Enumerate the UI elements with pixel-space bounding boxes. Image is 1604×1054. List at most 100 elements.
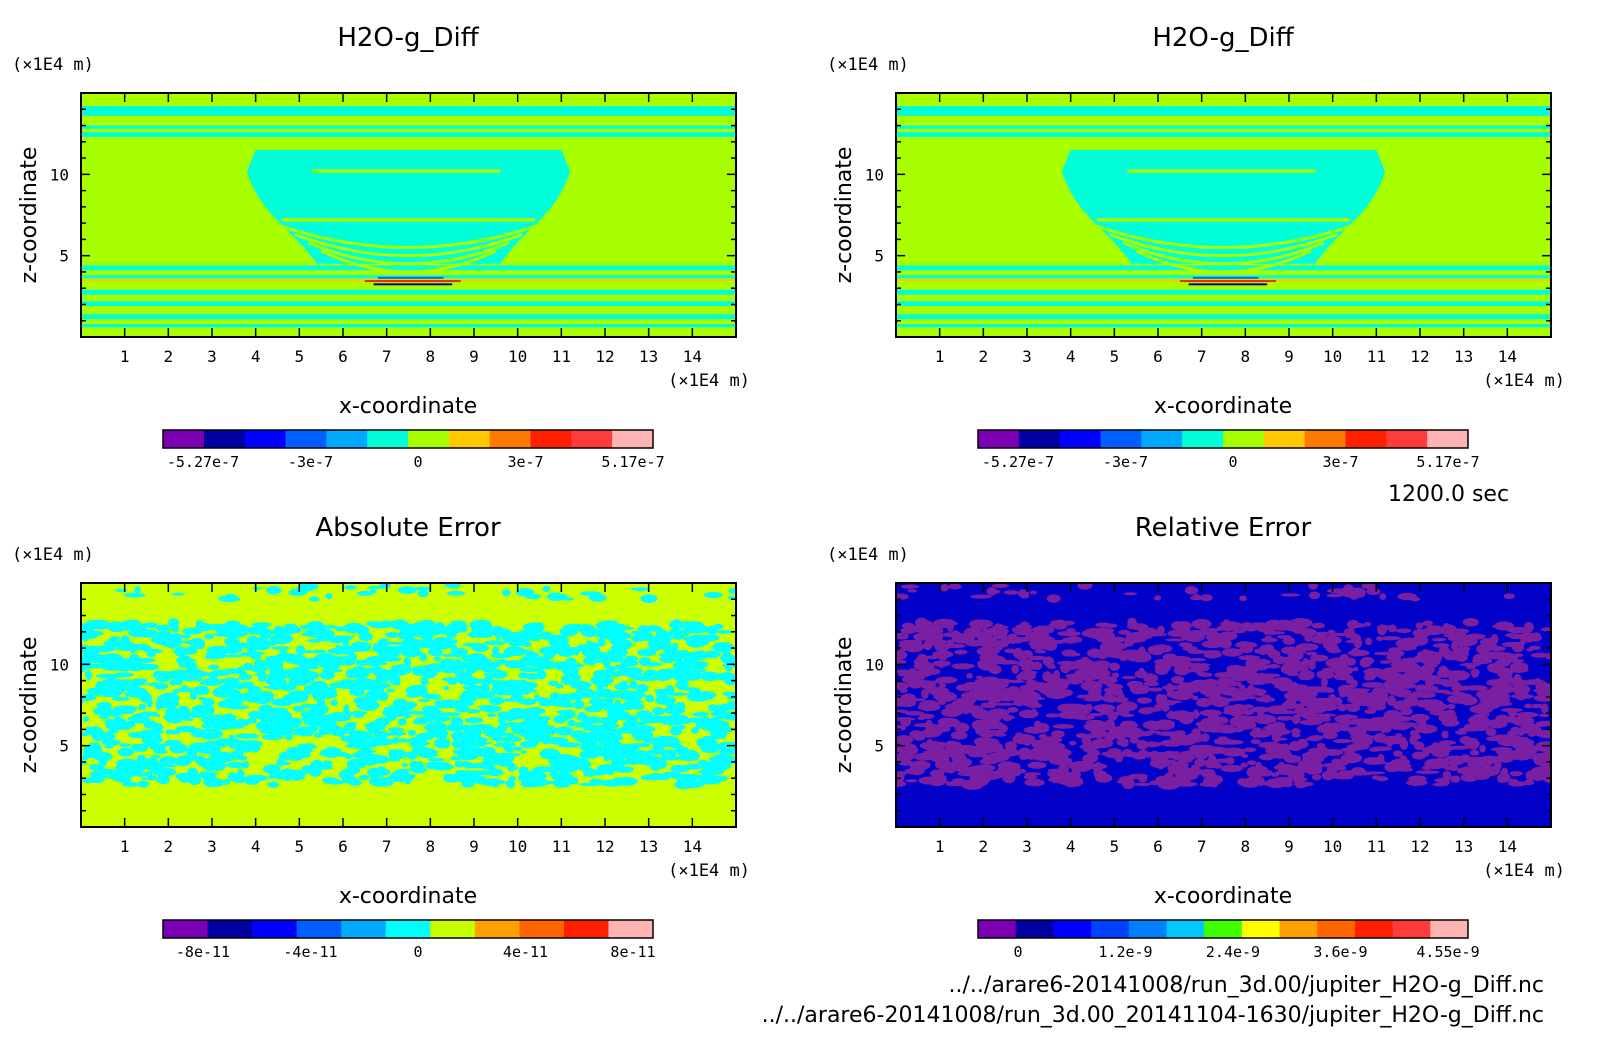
noise-blotch — [1037, 750, 1045, 761]
wave-band — [896, 265, 1551, 271]
noise-blotch — [1011, 664, 1020, 674]
noise-blotch — [1093, 766, 1103, 778]
x-tick-label: 8 — [426, 347, 436, 366]
noise-blotch — [468, 748, 475, 753]
noise-blotch — [1458, 657, 1466, 662]
colorbar-frame — [162, 919, 654, 939]
noise-blotch — [491, 781, 499, 788]
noise-blotch — [1523, 622, 1534, 633]
noise-blotch — [1034, 649, 1047, 654]
colorbar-swatch — [285, 430, 327, 448]
colorbar-swatch — [207, 920, 253, 938]
noise-blotch — [1265, 744, 1285, 755]
noise-blotch — [642, 738, 666, 744]
noise-blotch — [134, 586, 141, 594]
noise-blotch — [345, 668, 357, 679]
noise-blotch — [524, 593, 542, 600]
noise-blotch — [966, 672, 973, 679]
noise-blotch — [186, 671, 211, 678]
noise-blotch — [1143, 681, 1159, 687]
noise-blotch — [468, 653, 486, 660]
noise-blotch — [1165, 683, 1174, 694]
noise-blotch — [692, 693, 705, 702]
noise-blotch — [226, 762, 247, 769]
noise-blotch — [251, 665, 268, 673]
noise-blotch — [1343, 584, 1354, 593]
noise-blotch — [905, 779, 918, 783]
noise-blotch — [1513, 674, 1522, 685]
noise-blotch — [1443, 670, 1468, 676]
noise-blotch — [105, 685, 127, 694]
noise-blotch — [197, 759, 213, 768]
noise-blotch — [552, 777, 572, 788]
noise-blotch — [480, 682, 490, 692]
noise-blotch — [400, 649, 422, 658]
noise-blotch — [342, 635, 350, 646]
noise-blotch — [507, 687, 523, 696]
noise-blotch — [904, 639, 923, 645]
colorbar-swatch — [448, 430, 491, 448]
noise-blotch — [1100, 711, 1114, 715]
noise-blotch — [1108, 695, 1116, 703]
noise-blotch — [318, 726, 331, 735]
noise-blotch — [590, 695, 601, 705]
noise-blotch — [1493, 760, 1502, 771]
noise-blotch — [896, 780, 907, 787]
colorbar-swatch — [244, 430, 286, 448]
x-tick-label: 1 — [935, 347, 945, 366]
noise-blotch — [418, 698, 430, 703]
noise-blotch — [1352, 689, 1370, 699]
noise-blotch — [403, 644, 421, 652]
noise-blotch — [84, 726, 93, 734]
noise-blotch — [1042, 671, 1052, 682]
noise-blotch — [286, 769, 306, 781]
noise-blotch — [288, 588, 307, 596]
noise-blotch — [899, 702, 915, 708]
noise-blotch — [235, 733, 260, 739]
noise-blotch — [188, 645, 205, 650]
colorbar-swatch — [530, 430, 572, 448]
noise-blotch — [613, 777, 628, 782]
colorbar-swatch — [1386, 430, 1428, 448]
noise-blotch — [1080, 680, 1103, 691]
noise-blotch — [141, 622, 158, 629]
noise-blotch — [1372, 687, 1386, 692]
noise-blotch — [154, 672, 172, 682]
noise-blotch — [1409, 713, 1430, 722]
noise-blotch — [1165, 638, 1186, 642]
noise-blotch — [1177, 774, 1186, 785]
noise-blotch — [252, 586, 262, 590]
noise-blotch — [1332, 738, 1353, 744]
colorbar-swatch — [1018, 430, 1061, 448]
noise-blotch — [1173, 664, 1190, 676]
x-tick-label: 12 — [1410, 347, 1429, 366]
noise-blotch — [1243, 747, 1257, 753]
colorbar-swatch — [1241, 920, 1281, 938]
noise-blotch — [401, 751, 418, 757]
noise-blotch — [342, 776, 358, 784]
noise-blotch — [954, 722, 970, 733]
noise-blotch — [586, 731, 595, 743]
noise-blotch — [1399, 683, 1417, 689]
noise-blotch — [355, 659, 369, 667]
noise-blotch — [405, 685, 428, 696]
noise-blotch — [310, 649, 327, 653]
noise-blotch — [280, 646, 287, 657]
noise-blotch — [171, 592, 185, 596]
wave-band — [81, 301, 736, 307]
noise-blotch — [1059, 665, 1081, 670]
noise-blotch — [1274, 683, 1290, 689]
colorbar-swatch — [1059, 430, 1101, 448]
noise-blotch — [1302, 658, 1310, 667]
noise-blotch — [1340, 752, 1363, 764]
noise-blotch — [507, 635, 525, 647]
x-tick-label: 10 — [1323, 347, 1342, 366]
noise-blotch — [1424, 663, 1435, 670]
noise-blotch — [1151, 750, 1159, 755]
noise-blotch — [1247, 760, 1257, 766]
noise-blotch — [433, 737, 451, 749]
noise-blotch — [433, 656, 442, 662]
noise-blotch — [510, 693, 523, 701]
wave-band — [81, 132, 736, 137]
noise-blotch — [1415, 724, 1438, 734]
